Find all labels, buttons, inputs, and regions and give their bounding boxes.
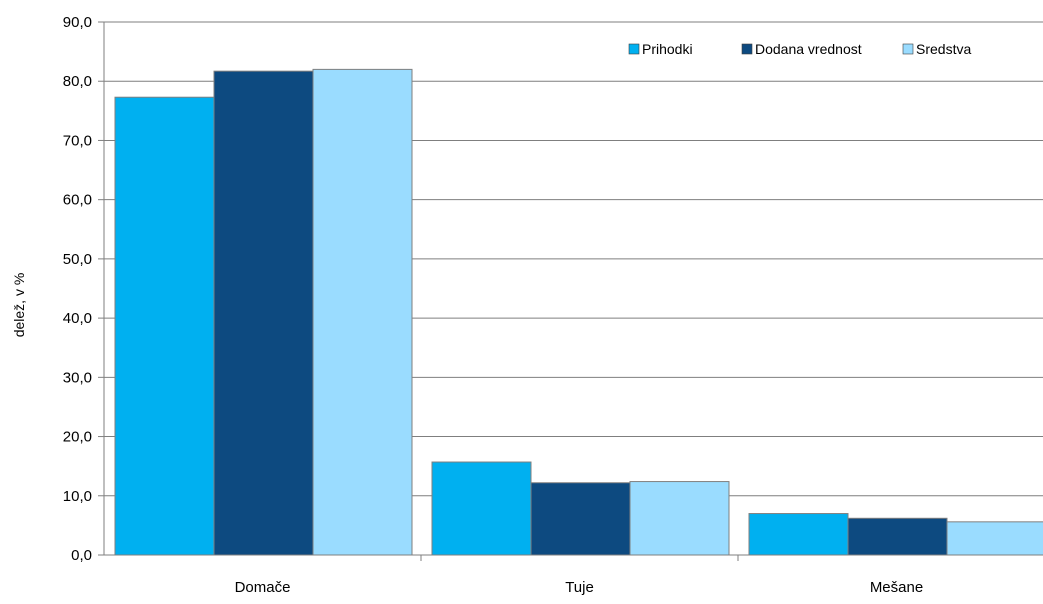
- y-tick-label: 70,0: [63, 132, 92, 149]
- bar: [530, 482, 631, 556]
- bar: [312, 68, 413, 556]
- legend-label: Dodana vrednost: [755, 41, 862, 57]
- legend-swatch: [741, 43, 753, 55]
- x-tick-label: Tuje: [565, 579, 594, 596]
- legend-swatch: [628, 43, 640, 55]
- y-tick-label: 50,0: [63, 251, 92, 268]
- bar: [114, 96, 215, 556]
- bar: [213, 70, 314, 556]
- y-tick-label: 30,0: [63, 369, 92, 386]
- legend: Prihodki Dodana vrednost Sredstva: [628, 41, 971, 57]
- bar: [847, 517, 948, 556]
- legend-label: Prihodki: [642, 41, 693, 57]
- legend-swatch: [902, 43, 914, 55]
- y-tick-label: 90,0: [63, 14, 92, 31]
- axes: [98, 21, 1043, 561]
- y-tick-label: 0,0: [71, 547, 92, 564]
- y-tick-labels: 0,0 10,0 20,0 30,0 40,0 50,0 60,0 70,0 80,0 90,0: [63, 14, 92, 564]
- bar: [629, 481, 730, 556]
- x-tick-label: Mešane: [870, 579, 923, 596]
- bar: [946, 521, 1043, 556]
- y-tick-label: 20,0: [63, 429, 92, 446]
- y-axis-label: delež, v %: [11, 273, 27, 338]
- bar: [748, 513, 849, 556]
- y-tick-label: 80,0: [63, 73, 92, 90]
- legend-label: Sredstva: [916, 41, 971, 57]
- y-tick-label: 60,0: [63, 192, 92, 209]
- y-tick-label: 10,0: [63, 488, 92, 505]
- y-tick-label: 40,0: [63, 310, 92, 327]
- x-tick-label: Domače: [235, 579, 291, 596]
- x-tick-labels: Domače Tuje Mešane: [235, 579, 924, 596]
- bar: [431, 461, 532, 556]
- bars: [114, 68, 1043, 556]
